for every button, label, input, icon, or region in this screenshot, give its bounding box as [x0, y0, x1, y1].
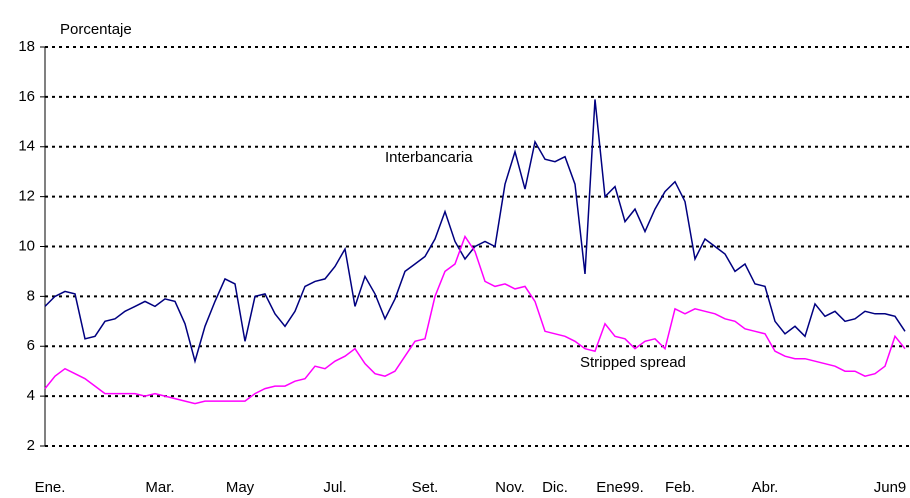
y-axis-label: Porcentaje [60, 21, 132, 38]
x-tick-label: Jul. [323, 479, 346, 496]
x-tick-label: Dic. [542, 479, 568, 496]
y-tick-label: 18 [18, 38, 35, 55]
x-tick-label: Feb. [665, 479, 695, 496]
x-tick-label: Ene99. [596, 479, 644, 496]
y-tick-label: 6 [27, 337, 35, 354]
x-tick-label: Set. [412, 479, 439, 496]
x-tick-label: Jun9 [874, 479, 907, 496]
x-tick-label: Nov. [495, 479, 525, 496]
y-tick-label: 2 [27, 437, 35, 454]
y-tick-label: 8 [27, 287, 35, 304]
x-tick-label: May [226, 479, 255, 496]
annotation: Interbancaria [385, 149, 473, 166]
x-tick-label: Mar. [145, 479, 174, 496]
x-tick-label: Abr. [752, 479, 779, 496]
y-tick-label: 10 [18, 237, 35, 254]
series-line [44, 234, 906, 405]
y-tick-label: 14 [18, 138, 35, 155]
series-line [44, 99, 906, 365]
y-tick-label: 16 [18, 88, 35, 105]
x-tick-label: Ene. [35, 479, 66, 496]
y-tick-label: 4 [27, 387, 35, 404]
y-tick-label: 12 [18, 188, 35, 205]
annotation: Stripped spread [580, 354, 686, 371]
